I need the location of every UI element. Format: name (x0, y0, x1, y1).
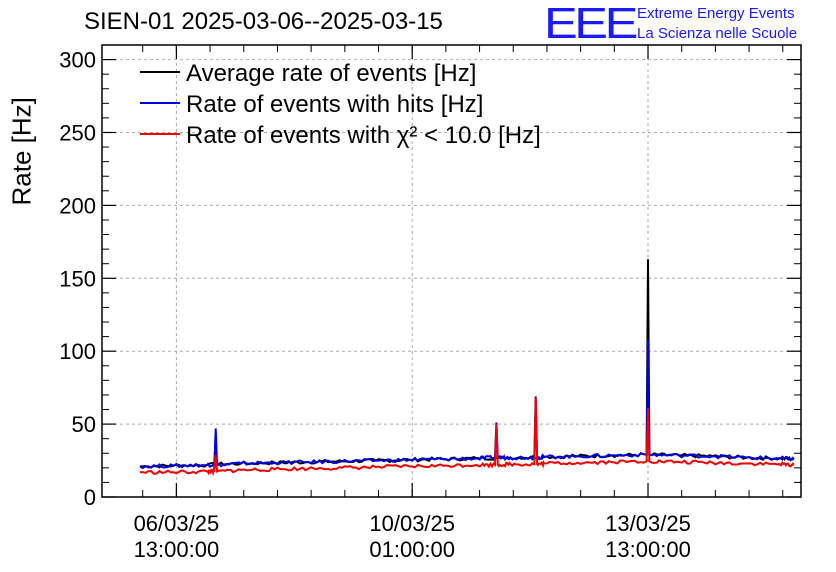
y-tick-label: 0 (84, 485, 96, 510)
plot-frame (101, 44, 802, 498)
logo-line-1: Extreme Energy Events (637, 5, 795, 22)
x-tick-label-date: 13/03/25 (605, 511, 691, 536)
legend-label: Average rate of events [Hz] (186, 60, 476, 87)
x-tick-label-date: 06/03/25 (134, 511, 220, 536)
logo-line-2: La Scienza nelle Scuole (637, 25, 798, 42)
y-tick-label: 100 (59, 339, 96, 364)
eee-logo-text: Extreme Energy Events La Scienza nelle S… (637, 4, 797, 44)
legend: Average rate of events [Hz] Rate of event… (140, 60, 541, 149)
series-line (139, 339, 795, 470)
series-layer (139, 259, 795, 477)
legend-label: Rate of events with χ² < 10.0 [Hz] (186, 122, 541, 149)
series-line (139, 397, 795, 477)
x-tick-label-date: 10/03/25 (369, 511, 455, 536)
y-tick-label: 50 (72, 412, 96, 437)
y-tick-label: 150 (59, 266, 96, 291)
y-tick-label: 200 (59, 193, 96, 218)
grid-lines (102, 45, 801, 497)
x-tick-label-time: 01:00:00 (369, 537, 455, 562)
y-tick-label: 300 (59, 48, 96, 73)
axes-layer: 05010015020025030006/03/2513:00:0010/03/… (59, 45, 801, 562)
legend-label: Rate of events with hits [Hz] (186, 91, 483, 118)
x-tick-label-time: 13:00:00 (134, 537, 220, 562)
x-tick-label-time: 13:00:00 (605, 537, 691, 562)
series-line (139, 259, 795, 469)
eee-logo-mark: EEE (544, 0, 638, 48)
chart-title: SIEN-01 2025-03-06--2025-03-15 (84, 8, 443, 35)
y-tick-label: 250 (59, 120, 96, 145)
